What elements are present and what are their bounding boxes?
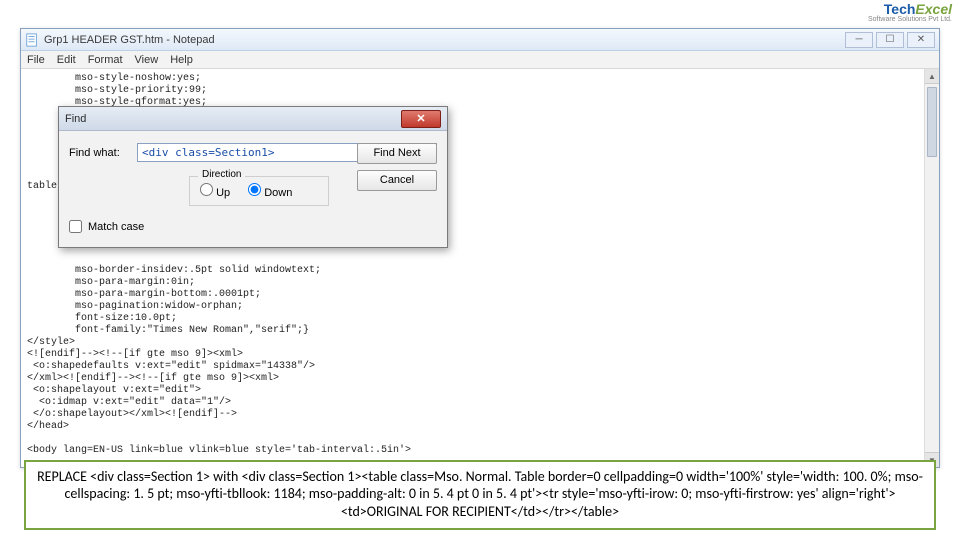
menu-view[interactable]: View [135, 54, 159, 66]
direction-up[interactable]: Up [200, 183, 230, 199]
notepad-icon [25, 33, 39, 47]
logo-part1: Tech [884, 1, 916, 17]
titlebar[interactable]: Grp1 HEADER GST.htm - Notepad ─ ☐ ✕ [21, 29, 939, 51]
scroll-thumb[interactable] [927, 87, 937, 157]
find-title: Find [65, 113, 401, 125]
find-dialog: Find ✕ Find what: Find Next Cancel Direc… [58, 106, 448, 248]
up-label: Up [216, 187, 230, 199]
minimize-button[interactable]: ─ [845, 32, 873, 48]
match-case-checkbox[interactable] [69, 220, 82, 233]
cancel-button[interactable]: Cancel [357, 170, 437, 191]
match-case-label: Match case [88, 221, 144, 233]
find-titlebar[interactable]: Find ✕ [59, 107, 447, 131]
down-label: Down [264, 187, 292, 199]
menu-help[interactable]: Help [170, 54, 193, 66]
menu-edit[interactable]: Edit [57, 54, 76, 66]
direction-down[interactable]: Down [248, 183, 292, 199]
logo-part2: Excel [915, 1, 952, 17]
direction-legend: Direction [198, 169, 245, 180]
find-close-button[interactable]: ✕ [401, 110, 441, 128]
window-title: Grp1 HEADER GST.htm - Notepad [44, 34, 842, 46]
menu-file[interactable]: File [27, 54, 45, 66]
instruction-box: REPLACE <div class=Section 1> with <div … [24, 460, 936, 531]
direction-group: Direction Up Down [189, 176, 329, 206]
menu-format[interactable]: Format [88, 54, 123, 66]
close-button[interactable]: ✕ [907, 32, 935, 48]
find-next-button[interactable]: Find Next [357, 143, 437, 164]
scroll-up-arrow[interactable]: ▲ [925, 69, 939, 84]
brand-logo: TechExcel Software Solutions Pvt Ltd. [868, 2, 952, 23]
notepad-window: Grp1 HEADER GST.htm - Notepad ─ ☐ ✕ File… [20, 28, 940, 468]
logo-sub: Software Solutions Pvt Ltd. [868, 16, 952, 23]
maximize-button[interactable]: ☐ [876, 32, 904, 48]
find-what-label: Find what: [69, 147, 129, 159]
menubar: File Edit Format View Help [21, 51, 939, 69]
vertical-scrollbar[interactable]: ▲ ▼ [924, 69, 939, 467]
